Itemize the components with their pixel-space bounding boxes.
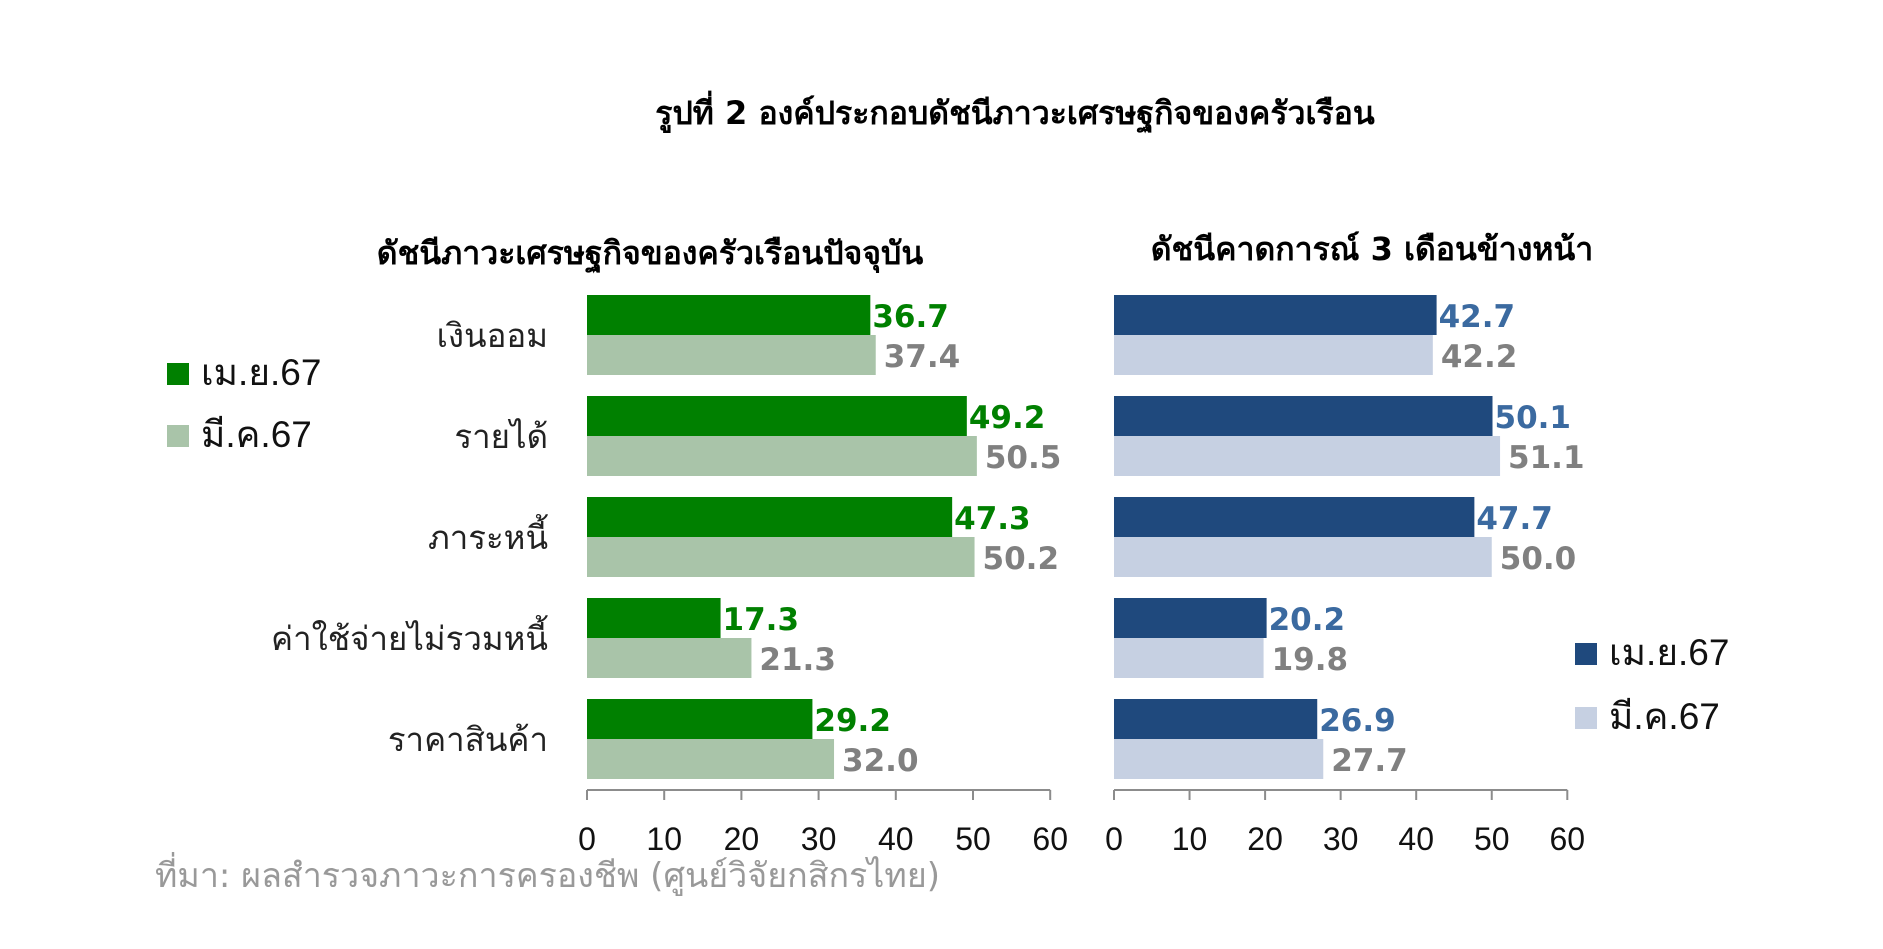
category-label: รายได้ [454, 417, 548, 456]
right-value-label: 50.1 [1495, 400, 1572, 436]
right-x-tick-label: 20 [1247, 821, 1283, 857]
right-legend-swatch [1575, 707, 1597, 729]
right-legend-swatch [1575, 643, 1597, 665]
left-legend-swatch [167, 363, 189, 385]
right-legend-label: มี.ค.67 [1609, 696, 1720, 737]
right-value-label: 51.1 [1508, 440, 1585, 476]
category-label: ค่าใช้จ่ายไม่รวมหนี้ [271, 615, 549, 658]
right-value-label: 50.0 [1500, 541, 1577, 577]
left-value-label: 37.4 [884, 339, 961, 375]
left-legend-swatch [167, 425, 189, 447]
left-bar [587, 699, 813, 739]
left-value-label: 50.5 [985, 440, 1062, 476]
right-x-tick-label: 40 [1398, 821, 1434, 857]
left-value-label: 47.3 [954, 501, 1031, 537]
category-label: ราคาสินค้า [388, 720, 548, 759]
right-bar [1114, 436, 1501, 476]
right-bar [1114, 739, 1324, 779]
left-x-tick-label: 50 [955, 821, 991, 857]
right-x-tick-label: 30 [1323, 821, 1359, 857]
right-value-label: 42.7 [1439, 299, 1516, 335]
left-x-tick-label: 40 [878, 821, 914, 857]
category-label: ภาระหนี้ [428, 514, 549, 557]
right-value-label: 47.7 [1476, 501, 1553, 537]
left-legend-label: เม.ย.67 [201, 352, 321, 393]
left-legend-label: มี.ค.67 [201, 414, 312, 455]
left-value-label: 49.2 [969, 400, 1046, 436]
right-value-label: 20.2 [1269, 602, 1346, 638]
right-bar [1114, 396, 1493, 436]
right-value-label: 27.7 [1331, 743, 1408, 779]
source-note: ที่มา: ผลสำรวจภาวะการครองชีพ (ศูนย์วิจัย… [155, 852, 940, 896]
left-value-label: 17.3 [723, 602, 800, 638]
left-bar [587, 295, 871, 335]
right-chart-title: ดัชนีคาดการณ์ 3 เดือนข้างหน้า [1151, 230, 1594, 268]
left-bar [587, 436, 977, 476]
left-value-label: 50.2 [983, 541, 1059, 577]
left-bar [587, 537, 975, 577]
right-x-tick-label: 10 [1172, 821, 1208, 857]
left-chart-title: ดัชนีภาวะเศรษฐกิจของครัวเรือนปัจจุบัน [377, 234, 924, 274]
left-bar [587, 598, 721, 638]
right-x-tick-label: 50 [1474, 821, 1510, 857]
right-x-tick-label: 60 [1550, 821, 1586, 857]
right-value-label: 26.9 [1319, 703, 1396, 739]
right-bar [1114, 335, 1433, 375]
left-x-tick-label: 30 [801, 821, 837, 857]
left-x-tick-label: 60 [1032, 821, 1068, 857]
left-value-label: 21.3 [759, 642, 836, 678]
left-chart: เงินออมรายได้ภาระหนี้ค่าใช้จ่ายไม่รวมหนี… [167, 295, 1068, 857]
right-bar [1114, 598, 1267, 638]
right-bar [1114, 638, 1264, 678]
right-bar [1114, 295, 1437, 335]
left-bar [587, 497, 953, 537]
right-bar [1114, 497, 1475, 537]
left-x-tick-label: 20 [724, 821, 760, 857]
right-bar [1114, 699, 1318, 739]
right-legend-label: เม.ย.67 [1609, 632, 1729, 673]
left-bar [587, 396, 967, 436]
right-bar [1114, 537, 1492, 577]
left-value-label: 29.2 [814, 703, 891, 739]
left-value-label: 36.7 [872, 299, 949, 335]
right-value-label: 19.8 [1272, 642, 1349, 678]
right-chart: 42.7 50.1 47.7 20.2 26.9 42.2 51.1 50.0 19.8 27.7… [1105, 295, 1729, 857]
left-bar [587, 739, 835, 779]
right-value-label: 42.2 [1441, 339, 1518, 375]
left-value-label: 32.0 [842, 743, 919, 779]
right-x-tick-label: 0 [1105, 821, 1123, 857]
left-x-tick-label: 10 [646, 821, 682, 857]
left-bar [587, 335, 876, 375]
left-bar [587, 638, 752, 678]
figure-title: รูปที่ 2 องค์ประกอบดัชนีภาวะเศรษฐกิจของค… [655, 90, 1375, 134]
category-label: เงินออม [437, 316, 548, 355]
left-x-tick-label: 0 [578, 821, 596, 857]
